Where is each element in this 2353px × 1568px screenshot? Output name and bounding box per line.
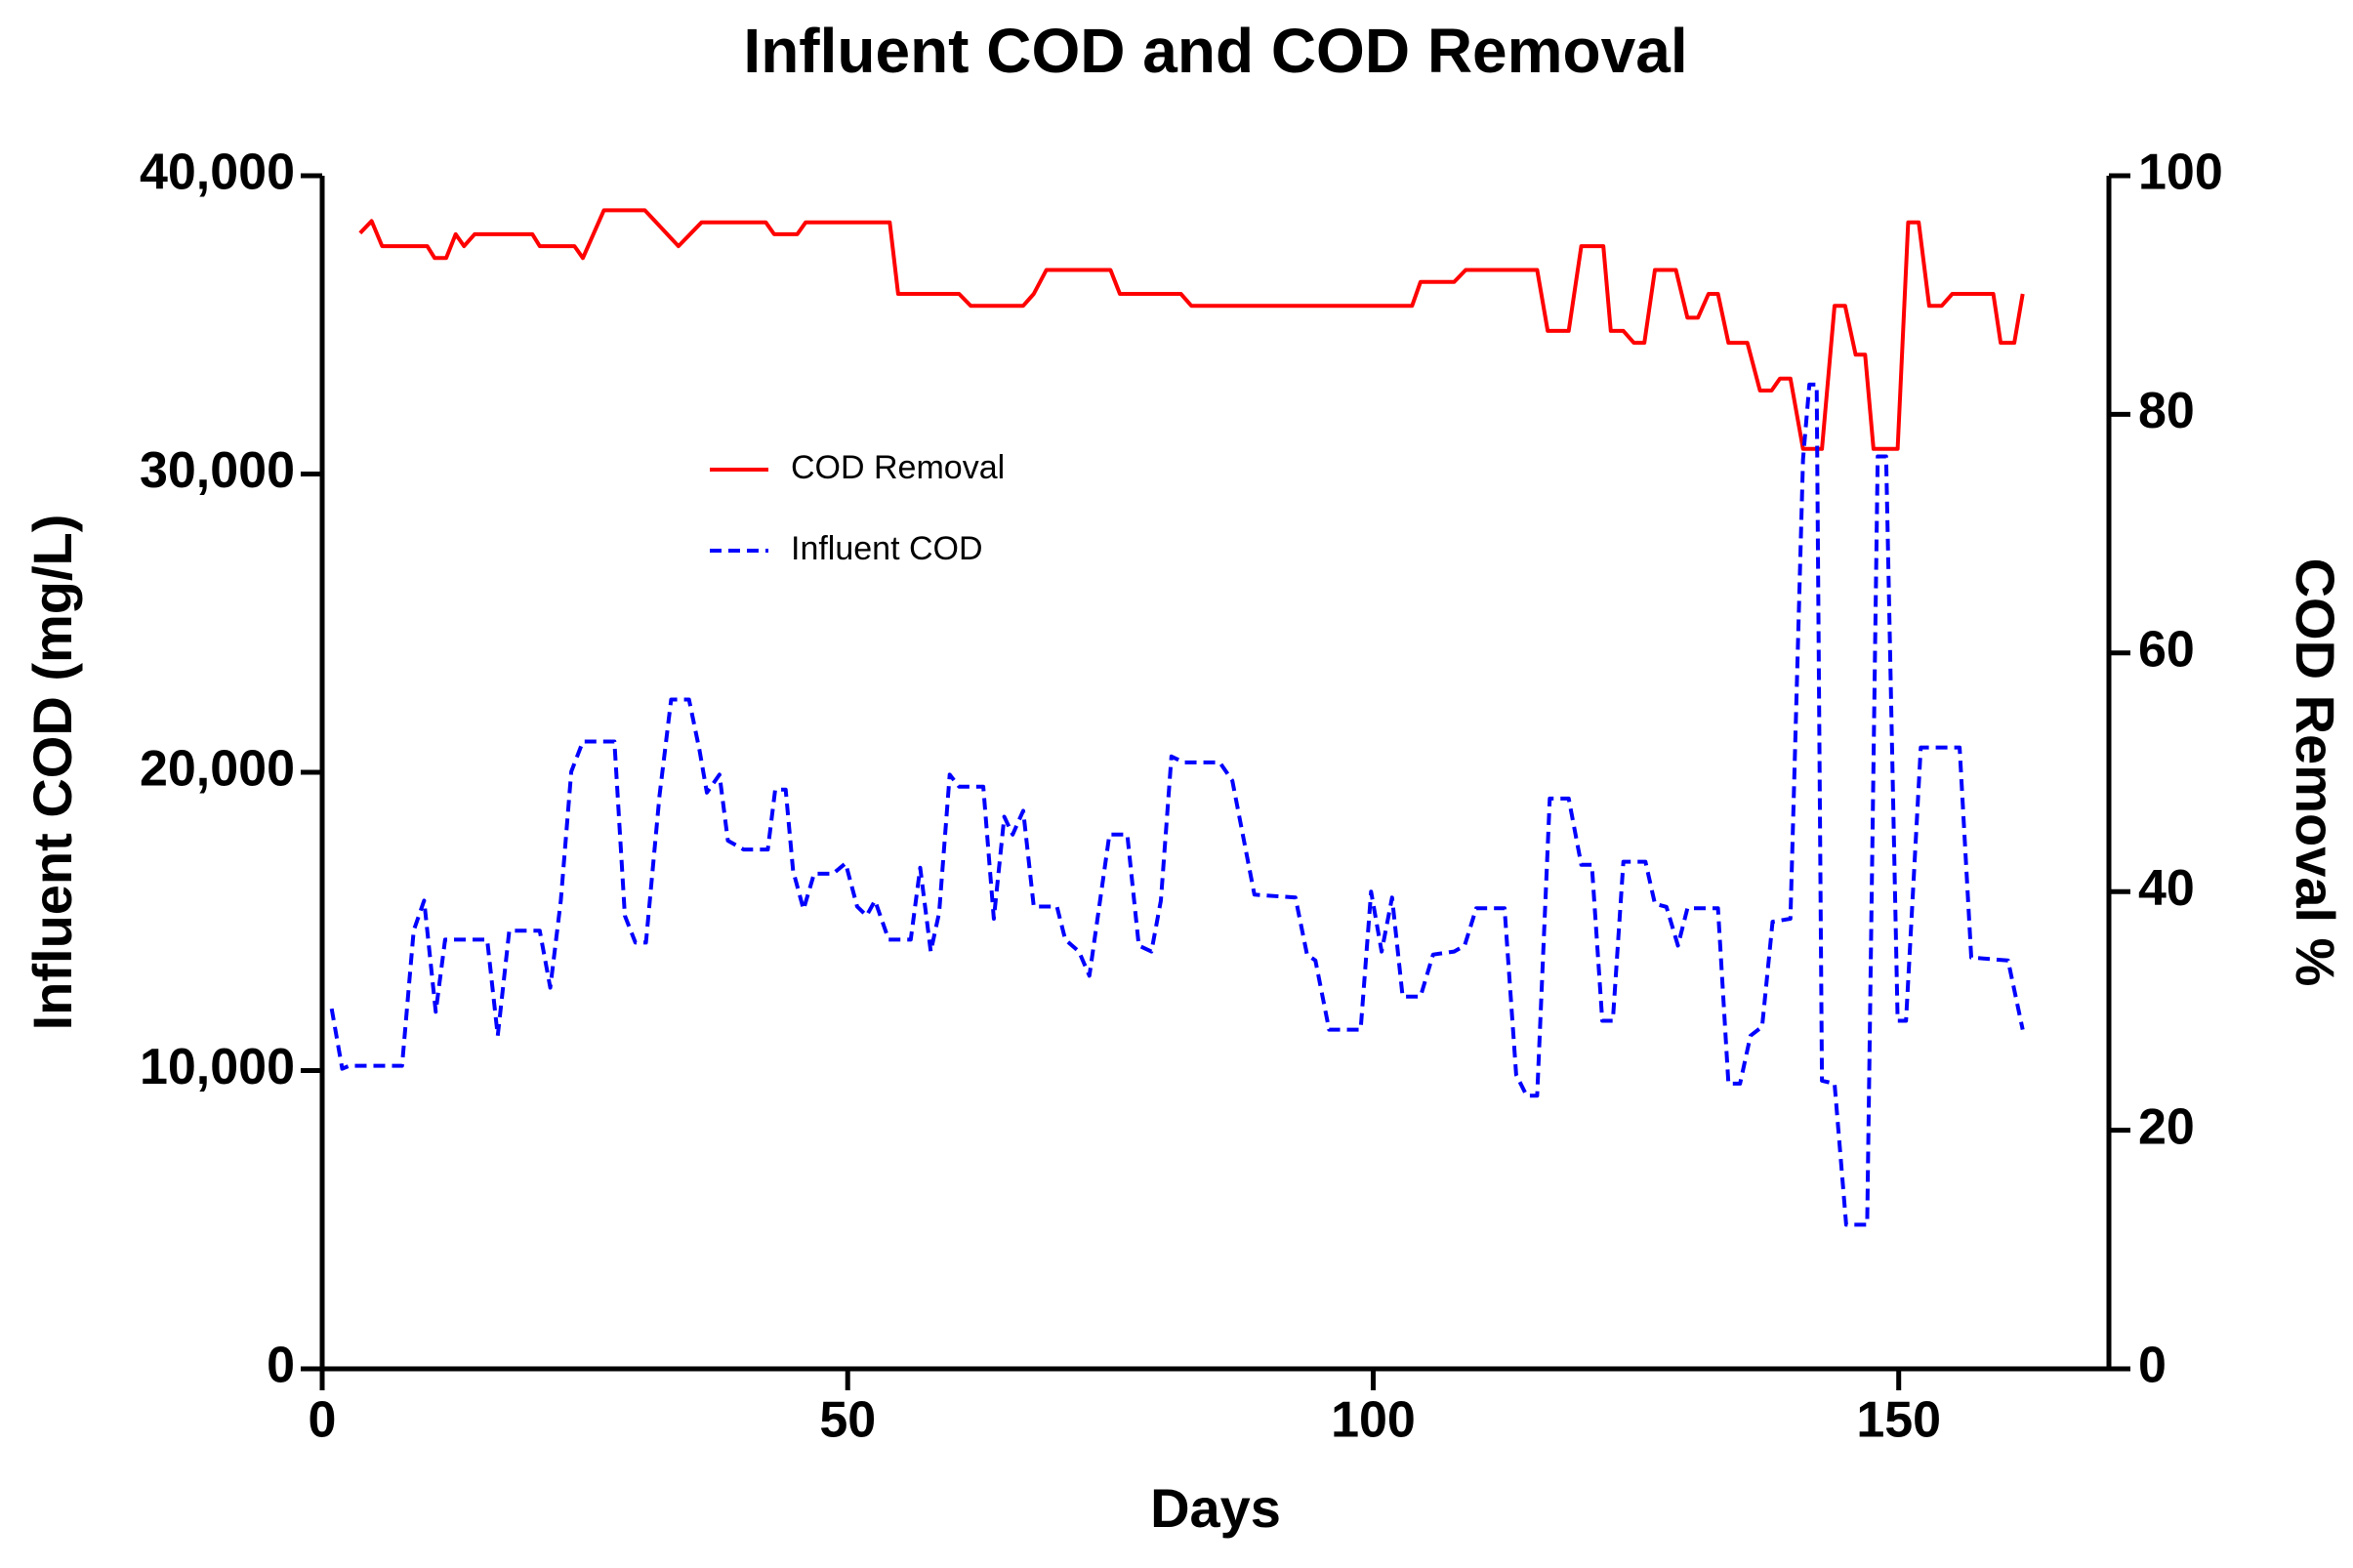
y2-axis-label: COD Removal % [2285,558,2346,987]
y2-tick-label: 100 [2138,144,2223,201]
y-tick-label: 40,000 [140,144,295,201]
y-tick-label: 20,000 [140,741,295,798]
legend-label: COD Removal [791,449,1005,486]
y2-tick-label: 0 [2138,1338,2167,1394]
x-tick-label: 0 [309,1392,337,1449]
y2-tick-label: 60 [2138,622,2195,679]
y-tick-label: 30,000 [140,442,295,499]
y2-tick-label: 40 [2138,860,2195,917]
x-tick-label: 150 [1856,1392,1941,1449]
series-line [329,382,2025,1227]
x-axis-label: Days [1150,1477,1281,1539]
y-axis-label: Influent COD (mg/L) [21,515,83,1031]
y-tick-label: 0 [267,1338,295,1394]
y2-tick-label: 80 [2138,383,2195,439]
y-tick-label: 10,000 [140,1039,295,1095]
x-tick-label: 100 [1331,1392,1416,1449]
y2-tick-label: 20 [2138,1098,2195,1155]
x-tick-label: 50 [819,1392,876,1449]
series-line [358,208,2025,451]
chart-title: Influent COD and COD Removal [743,16,1687,86]
legend-label: Influent COD [791,530,983,567]
